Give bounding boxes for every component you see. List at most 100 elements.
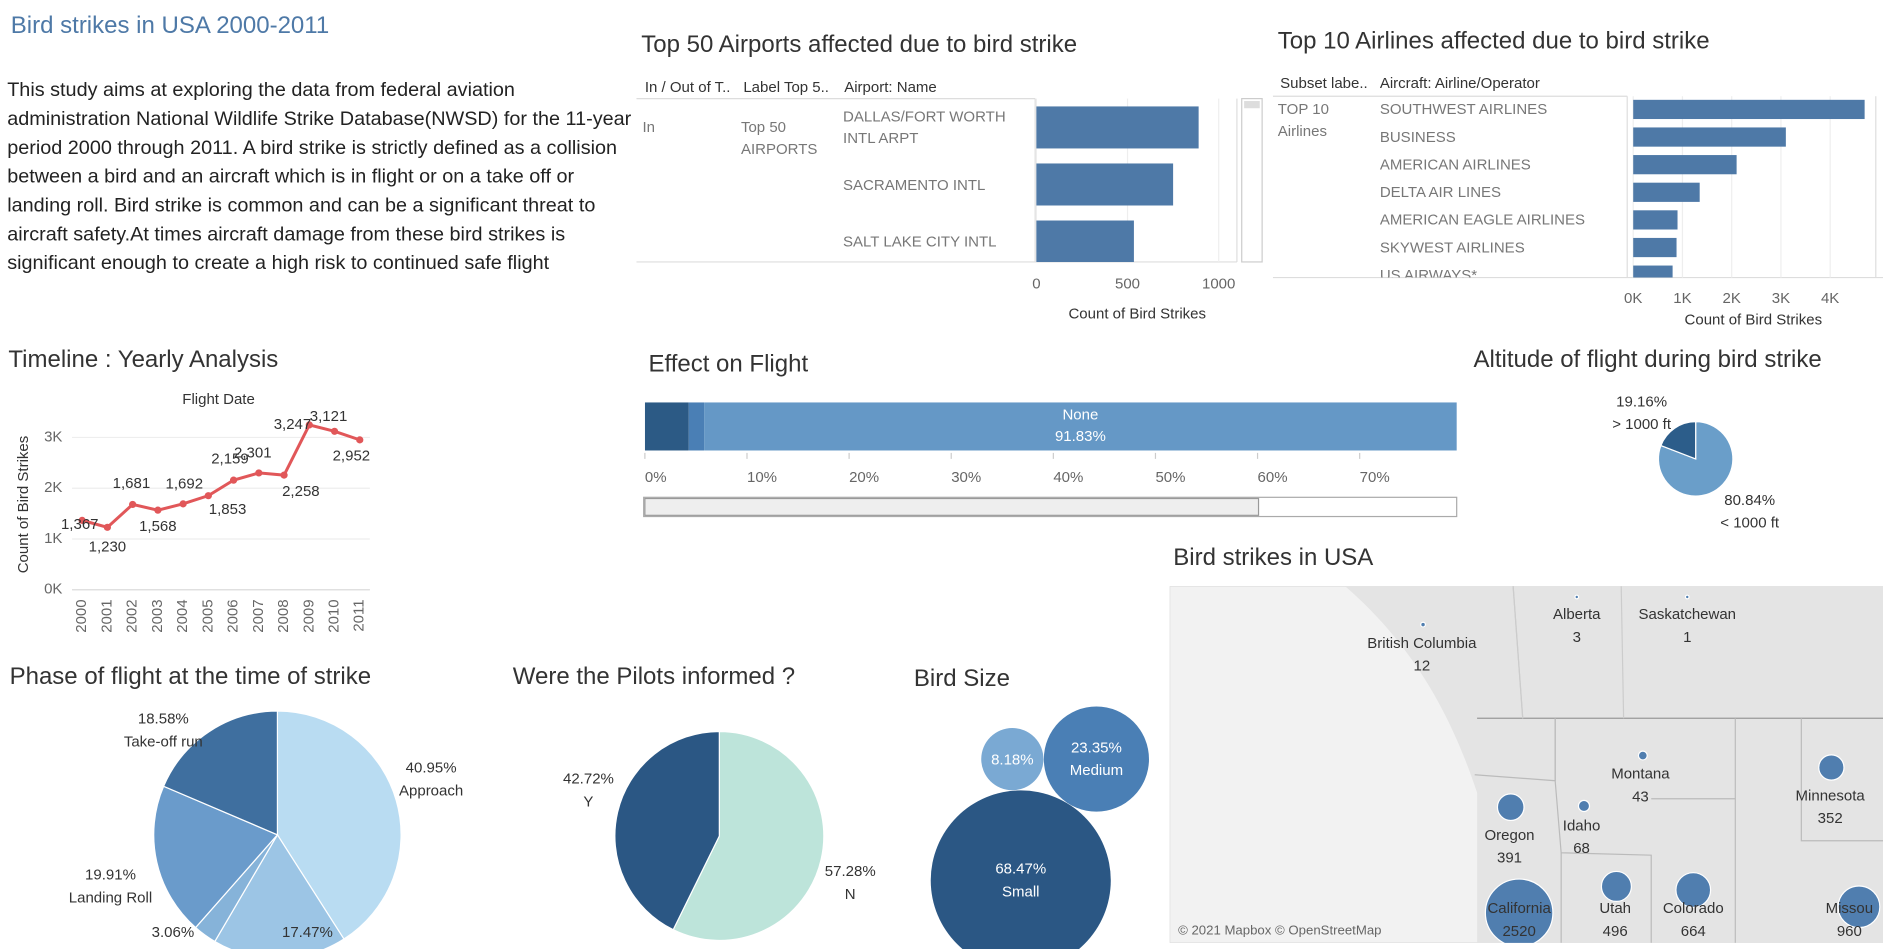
scrollbar[interactable] [643, 496, 1458, 518]
x-tick-label: 4K [1821, 290, 1839, 307]
line [81, 423, 361, 529]
row-label: Top 50 AIRPORTS [740, 119, 818, 158]
dashboard-title: Bird strikes in USA 2000-2011 [11, 12, 329, 39]
bar-group [644, 402, 1457, 451]
point [103, 523, 111, 531]
category-label-box: SACRAMENTO INTL [843, 176, 985, 193]
row-label: TOP 10 Airlines [1277, 101, 1329, 140]
data-label: 2,159 [211, 451, 249, 468]
x-tick-label: 2006 [225, 599, 242, 632]
slice-label: Approach [399, 783, 463, 800]
x-tick-label: 2002 [124, 599, 141, 632]
category-label-box: SKYWEST AIRLINES [1380, 239, 1525, 256]
data-label: 2,952 [333, 448, 371, 465]
pie-slice [1660, 421, 1697, 460]
chart-title: Bird Size [914, 665, 1010, 692]
pie-slice [153, 785, 279, 929]
data-label: 17.47% [282, 924, 333, 941]
y-tick-label: 0K [44, 581, 62, 598]
x-tick-label: 2K [1723, 290, 1741, 307]
map-symbol [1496, 793, 1525, 822]
data-label: 19.16% [1616, 393, 1667, 410]
map-symbol [1577, 799, 1591, 813]
bubble [1043, 706, 1149, 812]
bar [1633, 237, 1677, 258]
x-tick-label: 2008 [275, 599, 292, 632]
description: This study aims at exploring the data fr… [7, 79, 632, 274]
x-tick-label: 1000 [1202, 276, 1235, 293]
category-label: BUSINESS [1379, 128, 1456, 146]
row-label-box: TOP 10 Airlines [1277, 101, 1329, 140]
pie-slice [1657, 421, 1734, 497]
region-value: 960 [1837, 923, 1862, 940]
x-tick-label: 500 [1115, 276, 1140, 293]
map-symbol [1837, 885, 1881, 929]
description-box: This study aims at exploring the data fr… [7, 79, 632, 274]
data-label: 2,301 [234, 445, 272, 462]
pie-slice [214, 833, 345, 949]
region-label: Colorado [1663, 900, 1724, 917]
category-label: AMERICAN EAGLE AIRLINES [1379, 211, 1586, 229]
category-label: SOUTHWEST AIRLINES [1379, 101, 1548, 118]
bar [1633, 127, 1786, 147]
bar [1633, 99, 1865, 120]
region-value: 664 [1681, 923, 1706, 940]
map-symbol [1684, 594, 1690, 600]
map-symbol [1637, 750, 1648, 761]
region-value: 43 [1632, 789, 1649, 806]
point [255, 469, 263, 477]
chart-title: Top 50 Airports affected due to bird str… [641, 31, 1077, 58]
x-tick-label: 2011 [351, 599, 368, 631]
bubble [981, 727, 1044, 791]
bubble [930, 790, 1111, 949]
x-tick-label: 10% [747, 469, 777, 486]
x-tick-label: 40% [1053, 469, 1083, 486]
chart-title: Were the Pilots informed ? [513, 663, 795, 690]
x-tick-label: 0K [1624, 290, 1642, 307]
data-label: 80.84% [1724, 492, 1775, 509]
category-label-box: AMERICAN AIRLINES [1380, 156, 1531, 173]
point [154, 506, 162, 514]
region-label: Montana [1611, 766, 1670, 783]
map-symbol [1675, 872, 1712, 908]
row-label: In [642, 119, 656, 136]
category-label: DALLAS/FORT WORTH INTL ARPT [843, 108, 1006, 147]
x-tick-label: 60% [1258, 469, 1288, 486]
map-attribution: © 2021 Mapbox © OpenStreetMap [1178, 922, 1381, 937]
bubble-label: Medium [1070, 762, 1123, 779]
x-tick-label: 2010 [326, 599, 343, 632]
row-label-box: Top 50 AIRPORTS [740, 119, 818, 158]
point [280, 471, 288, 479]
data-label: 40.95% [406, 760, 457, 777]
point [330, 427, 339, 435]
chart-title: Bird strikes in USA [1173, 544, 1373, 571]
data-label: 3,247 [274, 416, 312, 433]
x-tick-label: 2004 [174, 599, 191, 632]
chart-title: Phase of flight at the time of strike [10, 663, 372, 690]
region-label: Idaho [1563, 817, 1601, 834]
data-label: 18.58% [138, 710, 189, 727]
x-axis-title: Count of Bird Strikes [1685, 312, 1823, 329]
pie-slice [672, 730, 825, 942]
chart-title: Effect on Flight [648, 351, 808, 378]
category-label-box: SALT LAKE CITY INTL [843, 233, 997, 250]
bar [1633, 265, 1673, 278]
map-symbol [1818, 754, 1845, 781]
map-symbol [1484, 878, 1554, 943]
point [229, 476, 238, 484]
bar [1036, 106, 1199, 149]
category-label-box: AMERICAN EAGLE AIRLINES [1379, 211, 1586, 229]
region-value: 1 [1683, 629, 1691, 646]
category-label-box: DELTA AIR LINES [1380, 184, 1501, 201]
category-label-box: BUSINESS [1379, 128, 1456, 146]
point [129, 500, 137, 509]
x-axis-title: Count of Bird Strikes [1068, 306, 1206, 323]
map-symbol [1600, 870, 1632, 902]
x-tick-label: 2003 [149, 599, 166, 632]
data-label: 42.72% [563, 770, 614, 787]
point [78, 516, 86, 524]
data-label: 2,258 [282, 483, 320, 500]
pie-slice [276, 710, 402, 940]
x-tick-label: 20% [849, 469, 879, 486]
